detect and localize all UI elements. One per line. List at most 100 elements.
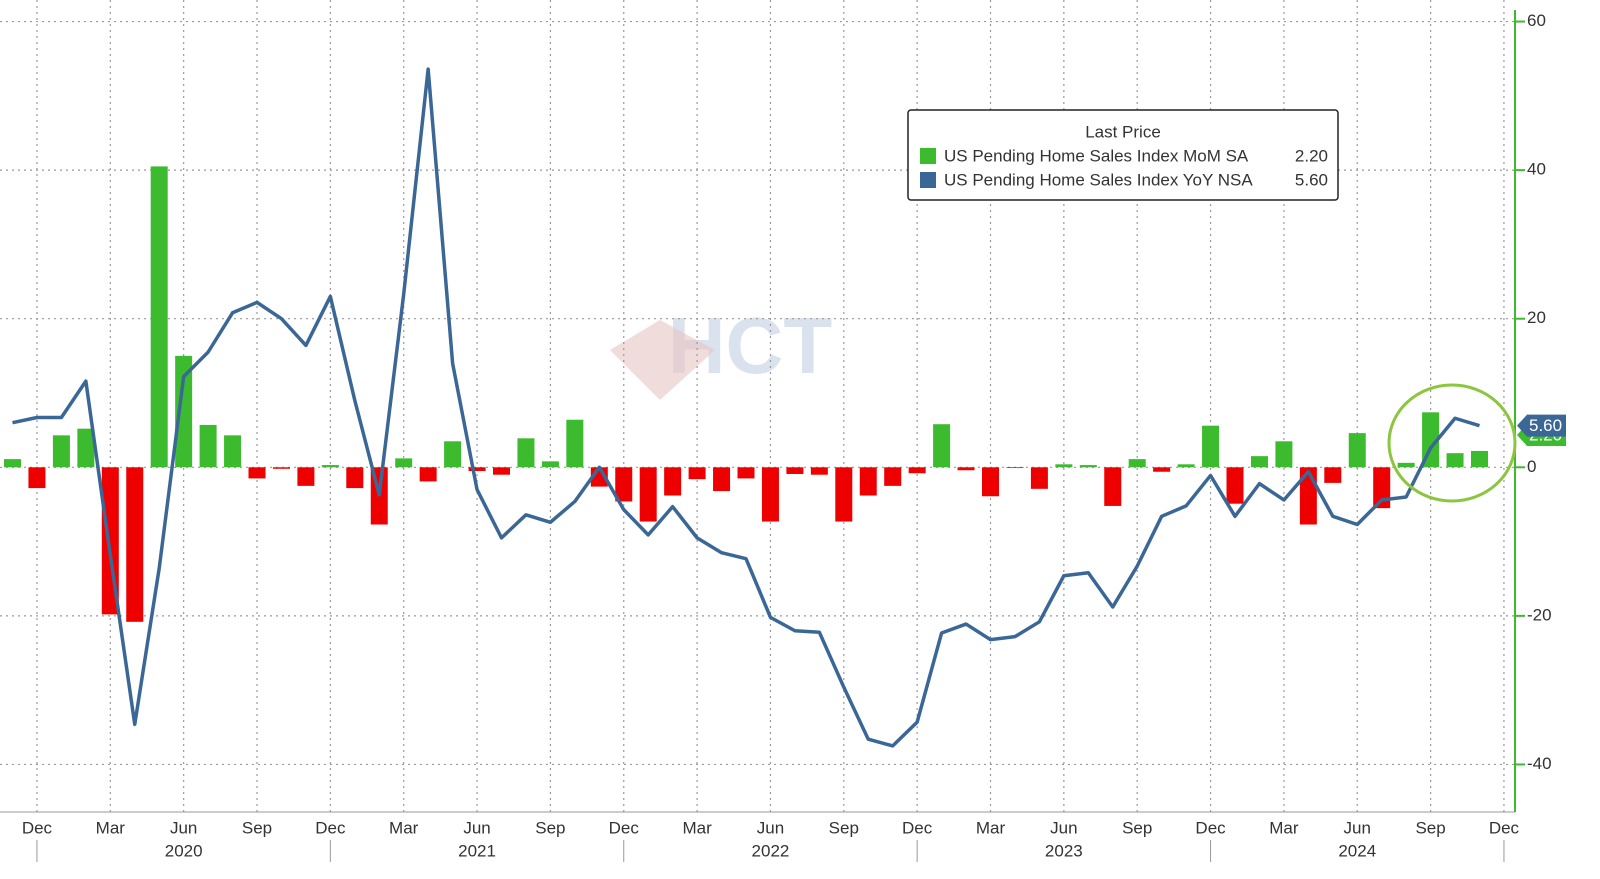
bar <box>321 465 339 468</box>
bar <box>175 355 193 468</box>
x-tick-label: Dec <box>609 818 640 837</box>
legend-title: Last Price <box>1085 122 1161 141</box>
x-tick-label: Jun <box>170 818 197 837</box>
x-tick-label: Mar <box>96 818 126 837</box>
bar <box>1128 459 1146 468</box>
bar <box>639 467 657 522</box>
x-tick-label: Dec <box>22 818 53 837</box>
bar <box>150 166 168 468</box>
bar <box>566 419 584 468</box>
bar <box>126 467 144 622</box>
bar <box>761 467 779 522</box>
bar <box>1202 425 1220 468</box>
bar <box>835 467 853 522</box>
x-tick-label: Dec <box>902 818 933 837</box>
plot: 60 40 20 0 -20 -40 Dec Mar Jun 2020 Sep Dec Mar Jun 20… <box>0 0 1552 862</box>
x-tick-label: Mar <box>389 818 419 837</box>
bar <box>1055 464 1073 468</box>
bar <box>468 467 486 472</box>
bar <box>1104 467 1122 506</box>
x-tick-label: Mar <box>1269 818 1299 837</box>
legend-box <box>907 109 1339 201</box>
bar <box>1250 456 1268 468</box>
x-tick-label: Mar <box>682 818 712 837</box>
legend-label: US Pending Home Sales Index MoM SA <box>944 146 1249 165</box>
y-tick-label: -40 <box>1527 754 1552 773</box>
bar <box>199 424 217 468</box>
x-tick-label: Jun <box>1050 818 1077 837</box>
bar <box>1177 464 1195 468</box>
bar <box>713 467 731 492</box>
bar <box>28 467 46 489</box>
bar <box>4 459 21 468</box>
bar <box>1079 465 1097 468</box>
bar <box>810 467 828 475</box>
value-tag-label: 5.60 <box>1529 416 1562 435</box>
year-label: 2021 <box>458 841 496 860</box>
bar <box>1153 467 1171 472</box>
bar <box>346 467 364 489</box>
year-label: 2024 <box>1338 841 1376 860</box>
bar <box>982 467 999 497</box>
bar <box>908 467 926 474</box>
bar <box>52 435 70 468</box>
bar <box>1397 462 1415 468</box>
bar <box>541 461 559 468</box>
y-tick-label: 0 <box>1527 457 1536 476</box>
x-tick-label: Sep <box>1122 818 1152 837</box>
bar <box>884 467 902 486</box>
line <box>12 67 1481 748</box>
legend-value: 5.60 <box>1295 170 1328 189</box>
y-tick-label: 40 <box>1527 160 1546 179</box>
legend-swatch <box>920 148 936 164</box>
x-tick-label: Sep <box>535 818 565 837</box>
year-label: 2020 <box>165 841 203 860</box>
y-tick-label: -20 <box>1527 605 1552 624</box>
bar <box>1226 467 1244 504</box>
bar <box>1324 467 1342 483</box>
bar <box>77 428 95 468</box>
bar <box>517 438 535 468</box>
y-tick-label: 60 <box>1527 11 1546 30</box>
legend-swatch <box>920 172 936 188</box>
bar <box>786 467 804 474</box>
bar <box>1275 441 1293 468</box>
x-tick-label: Dec <box>1195 818 1226 837</box>
value-tag <box>1517 414 1566 437</box>
highlight-circle <box>1387 383 1517 503</box>
x-tick-label: Sep <box>242 818 272 837</box>
bar <box>1006 467 1024 469</box>
bar <box>664 467 682 496</box>
bar <box>737 467 755 479</box>
bar <box>444 441 462 468</box>
bar <box>419 467 437 482</box>
bar <box>1446 453 1464 468</box>
bar <box>615 467 633 502</box>
bar <box>297 467 315 486</box>
bar <box>1348 433 1366 468</box>
x-tick-label: Sep <box>829 818 859 837</box>
bar <box>688 467 706 480</box>
x-tick-label: Jun <box>757 818 784 837</box>
year-label: 2023 <box>1045 841 1083 860</box>
bar <box>1030 467 1048 489</box>
bar <box>395 458 413 468</box>
year-label: 2022 <box>752 841 790 860</box>
bar <box>493 467 510 475</box>
bar <box>859 467 877 496</box>
x-tick-label: Jun <box>463 818 490 837</box>
bar <box>957 467 975 471</box>
bar <box>272 467 290 469</box>
x-tick-label: Dec <box>315 818 346 837</box>
x-tick-label: Dec <box>1489 818 1520 837</box>
watermark-logo <box>610 320 715 400</box>
x-tick-label: Mar <box>976 818 1006 837</box>
legend-label: US Pending Home Sales Index YoY NSA <box>944 170 1253 189</box>
bar <box>224 435 242 468</box>
bar <box>248 467 266 479</box>
bar <box>1299 467 1317 525</box>
x-tick-label: Jun <box>1344 818 1371 837</box>
y-tick-label: 20 <box>1527 308 1546 327</box>
bar <box>933 424 951 468</box>
